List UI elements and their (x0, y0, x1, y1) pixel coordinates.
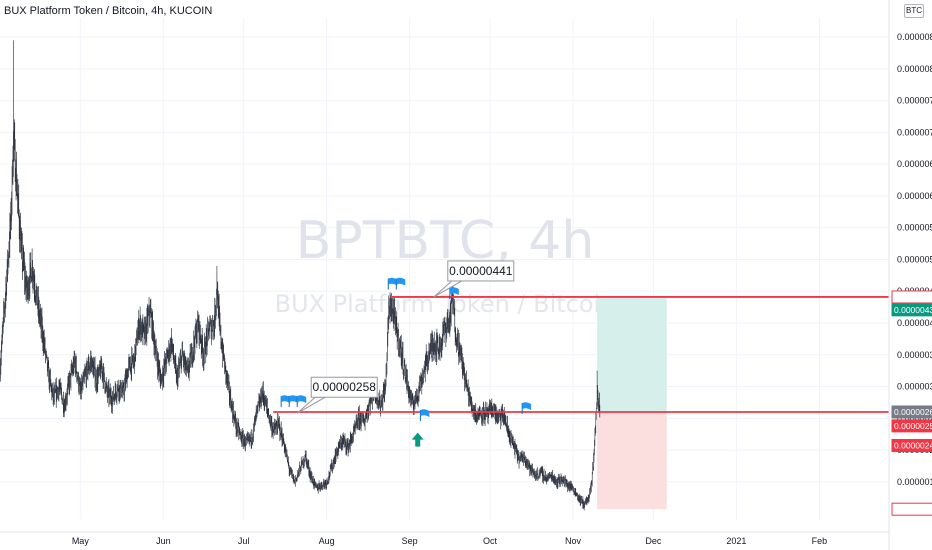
price-tick-label: 0.00000800 (897, 64, 932, 74)
time-tick-label: 2021 (726, 536, 746, 546)
price-tick-label: 0.00000300 (897, 382, 932, 392)
price-tag-label: 0.00000441 (894, 292, 932, 302)
flag-marker (522, 402, 532, 411)
time-tick-label: Aug (319, 536, 335, 546)
time-tick-label: Jun (156, 536, 171, 546)
price-tick-label: 0.00000850 (897, 32, 932, 42)
price-tick-label: 0.00000600 (897, 191, 932, 201)
time-tick-label: Nov (565, 536, 582, 546)
price-tag-label: 0.00000257 (894, 421, 932, 431)
callout-label: 0.00000441 (449, 264, 513, 278)
price-tick-label: 0.00000750 (897, 96, 932, 106)
price-tick-label: 0.00000550 (897, 223, 932, 233)
time-tick-label: Feb (812, 536, 828, 546)
flag-marker (388, 277, 398, 286)
price-tag (891, 405, 932, 419)
time-tick-label: Jul (238, 536, 250, 546)
flag-marker (297, 395, 307, 404)
price-tag-label: 0.00000107 (894, 504, 932, 514)
callout-label: 0.00000258 (313, 380, 377, 394)
flag-marker (289, 395, 299, 404)
price-axis[interactable]: 0.000001500.000002000.000002500.00000300… (888, 0, 932, 550)
price-tick-label: 0.00000500 (897, 254, 932, 264)
watermark-symbol: BPTBTC, 4h (296, 211, 595, 271)
callout-box (310, 376, 378, 398)
time-tick-label: Oct (483, 536, 498, 546)
flag-marker (281, 395, 291, 404)
currency-badge[interactable]: BTC (904, 4, 924, 18)
price-tick-label: 0.00000700 (897, 127, 932, 137)
position-target-zone (597, 297, 667, 412)
price-tick-label: 0.00000400 (897, 318, 932, 328)
flag-marker (420, 409, 430, 418)
price-tick-label: 0.00000650 (897, 159, 932, 169)
symbol-watermark: BPTBTC, 4h BUX Platform Token / Bitcoin (275, 211, 616, 318)
price-tag (891, 439, 932, 453)
time-tick-label: Dec (645, 536, 662, 546)
price-tag (891, 290, 932, 304)
position-stop-zone (597, 411, 667, 510)
price-tag (891, 419, 932, 433)
price-tag-label: 0.00000245 (894, 441, 932, 451)
price-tick-label: 0.00000350 (897, 350, 932, 360)
time-tick-label: Sep (402, 536, 418, 546)
price-tag (891, 303, 932, 317)
price-tag (891, 502, 932, 516)
horizontal-lines[interactable] (273, 296, 889, 413)
flag-marker (396, 277, 406, 286)
up-arrow-marker (411, 432, 424, 447)
chart-drawings[interactable]: 0.00000258 0.00000441 (280, 260, 532, 447)
candlestick-series (0, 40, 601, 511)
price-tick-label: 0.00000150 (897, 477, 932, 487)
time-tick-label: May (72, 536, 90, 546)
price-tag-label: 0.00000438 (894, 305, 932, 315)
long-position-tool[interactable] (597, 297, 667, 510)
time-axis[interactable]: May Jun Jul Aug Sep Oct Nov Dec 2021 Feb (0, 531, 889, 546)
flag-marker (449, 287, 459, 296)
callout-box (447, 260, 515, 282)
chart-title: BUX Platform Token / Bitcoin, 4h, KUCOIN (4, 5, 213, 17)
watermark-name: BUX Platform Token / Bitcoin (275, 290, 616, 318)
